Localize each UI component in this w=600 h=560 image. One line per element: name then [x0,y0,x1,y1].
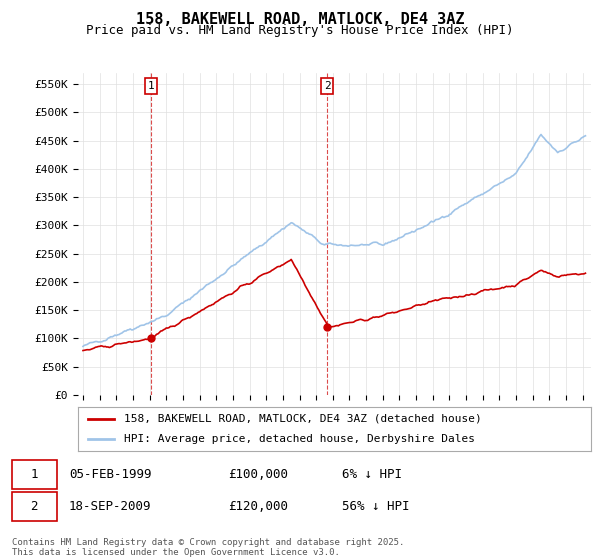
Text: 56% ↓ HPI: 56% ↓ HPI [342,500,409,513]
Text: 158, BAKEWELL ROAD, MATLOCK, DE4 3AZ (detached house): 158, BAKEWELL ROAD, MATLOCK, DE4 3AZ (de… [124,414,482,424]
Text: 1: 1 [148,81,154,91]
Text: HPI: Average price, detached house, Derbyshire Dales: HPI: Average price, detached house, Derb… [124,434,475,444]
Text: £100,000: £100,000 [228,468,288,481]
Text: Price paid vs. HM Land Registry's House Price Index (HPI): Price paid vs. HM Land Registry's House … [86,24,514,37]
Text: 2: 2 [31,500,38,513]
Text: Contains HM Land Registry data © Crown copyright and database right 2025.
This d: Contains HM Land Registry data © Crown c… [12,538,404,557]
Text: 1: 1 [31,468,38,481]
FancyBboxPatch shape [12,460,57,489]
Text: 18-SEP-2009: 18-SEP-2009 [69,500,151,513]
FancyBboxPatch shape [12,492,57,521]
Text: 6% ↓ HPI: 6% ↓ HPI [342,468,402,481]
Text: £120,000: £120,000 [228,500,288,513]
Text: 2: 2 [324,81,331,91]
Text: 05-FEB-1999: 05-FEB-1999 [69,468,151,481]
Text: 158, BAKEWELL ROAD, MATLOCK, DE4 3AZ: 158, BAKEWELL ROAD, MATLOCK, DE4 3AZ [136,12,464,27]
